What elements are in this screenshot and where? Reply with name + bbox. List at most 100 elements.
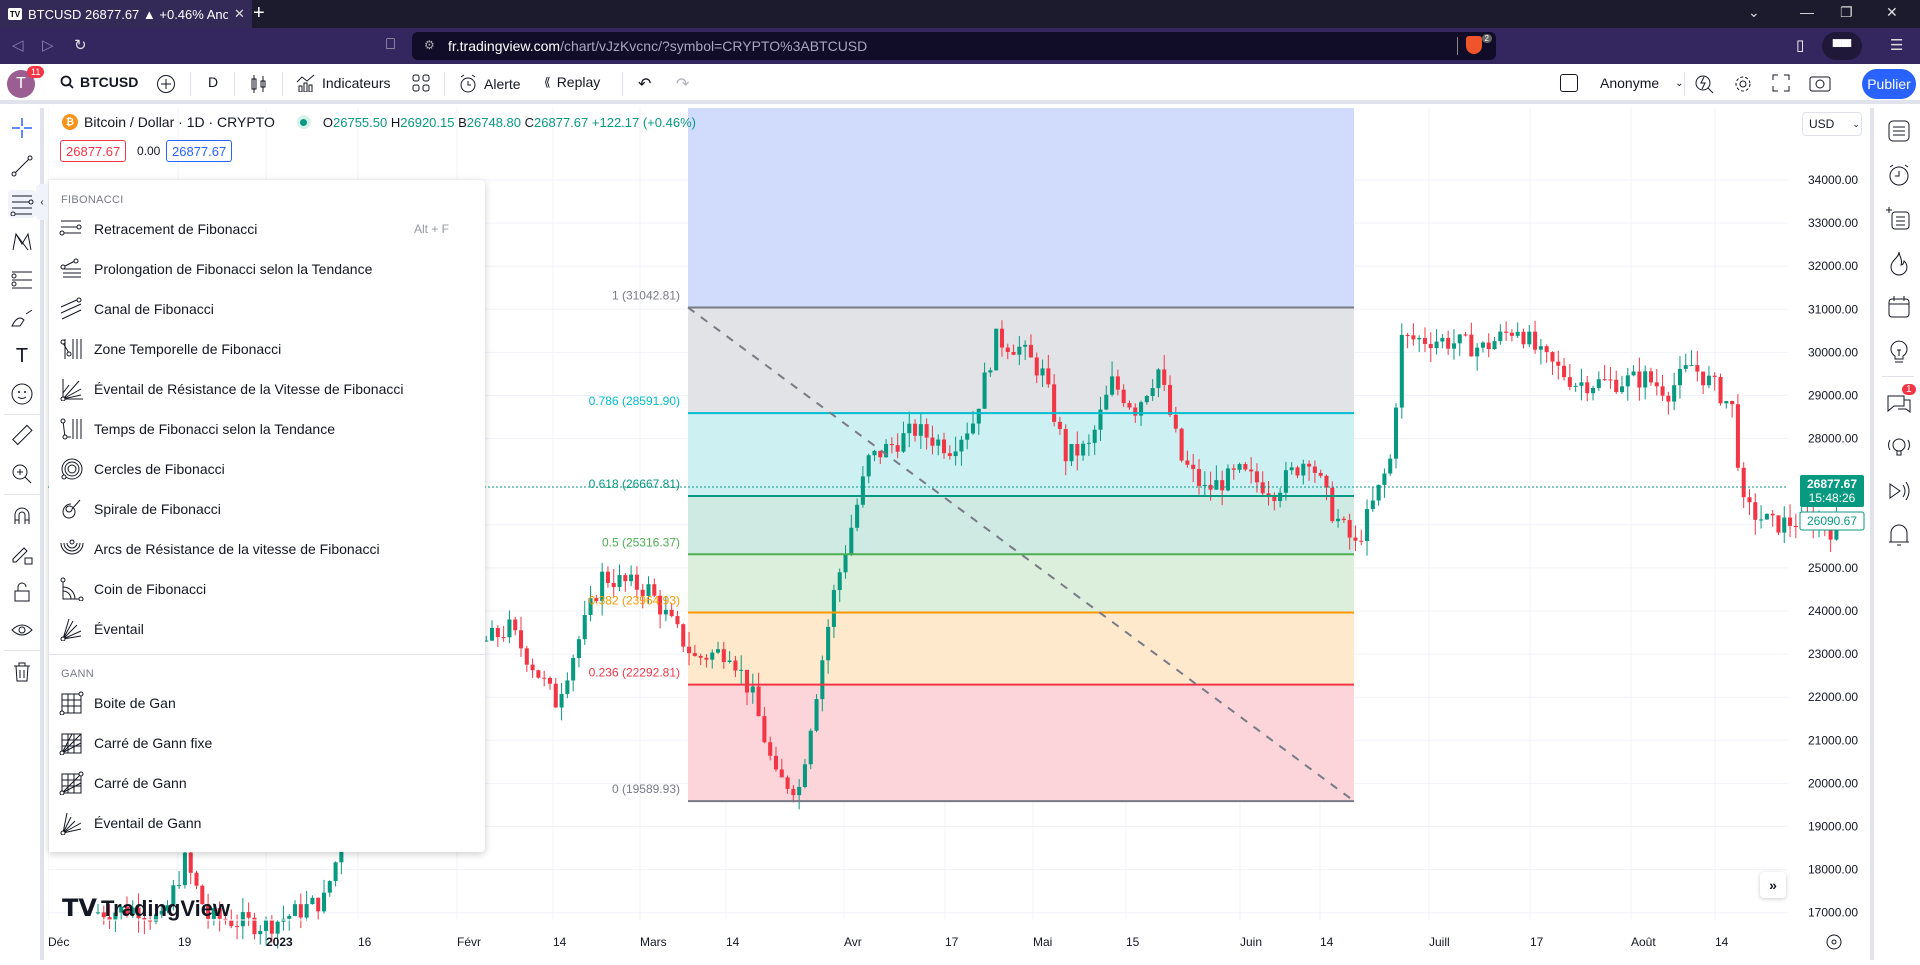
hide-drawings-tool[interactable] xyxy=(8,616,36,644)
menu-item-fib-speed-fan[interactable]: Éventail de Résistance de la Vitesse de … xyxy=(49,370,485,408)
lock-all-tool[interactable] xyxy=(8,578,36,606)
undo-button[interactable]: ↶ xyxy=(638,74,651,94)
xabcd-pattern-icon xyxy=(12,232,32,251)
menu-item-fib-spiral[interactable]: Spirale de Fibonacci xyxy=(49,490,485,528)
close-window-button[interactable]: ✕ xyxy=(1886,4,1898,20)
toolbar-divider xyxy=(4,414,40,415)
measure-tool[interactable] xyxy=(8,422,36,450)
fullscreen-button[interactable] xyxy=(1772,74,1790,92)
menu-item-gann-box[interactable]: Boite de Gan xyxy=(49,684,485,722)
prediction-tool[interactable] xyxy=(8,266,36,294)
bookmark-icon[interactable]: ⎕ xyxy=(386,36,396,53)
minimize-button[interactable]: — xyxy=(1800,4,1814,20)
publish-button[interactable]: Publier xyxy=(1862,69,1916,99)
compare-symbol-button[interactable] xyxy=(156,74,176,94)
ideas-button[interactable] xyxy=(1884,336,1914,366)
menu-item-label: Retracement de Fibonacci xyxy=(94,221,258,237)
fibonacci-tool[interactable] xyxy=(8,190,36,218)
replay-button[interactable]: ⟪ Replay xyxy=(544,74,600,90)
fib-channel-icon xyxy=(59,297,85,321)
text-tool[interactable]: T xyxy=(8,342,36,370)
new-tab-button[interactable]: + xyxy=(253,2,265,24)
tab-search-icon[interactable]: ⌄ xyxy=(1748,4,1760,20)
forward-icon[interactable]: ▷ xyxy=(42,37,54,54)
menu-item-gann-square[interactable]: Carré de Gann xyxy=(49,764,485,802)
menu-item-label: Cercles de Fibonacci xyxy=(94,461,225,477)
menu-item-fib-trend-extension[interactable]: Prolongation de Fibonacci selon la Tenda… xyxy=(49,250,485,288)
sidebar-toggle-icon[interactable]: ▯ xyxy=(1796,37,1805,54)
menu-item-gann-fan[interactable]: Éventail de Gann xyxy=(49,804,485,842)
menu-item-fib-circles[interactable]: Cercles de Fibonacci xyxy=(49,450,485,488)
currency-label: USD xyxy=(1809,117,1835,131)
svg-text:Août: Août xyxy=(1631,935,1656,949)
address-bar[interactable]: ⚙ fr.tradingview.com/chart/vJzKvcnc/?sym… xyxy=(412,32,1496,60)
trend-line-tool[interactable] xyxy=(8,152,36,180)
svg-text:17: 17 xyxy=(1530,935,1544,949)
screenshot-button[interactable] xyxy=(1809,74,1831,92)
zoom-tool[interactable] xyxy=(8,460,36,488)
chats-button[interactable]: 1 xyxy=(1884,384,1916,418)
menu-item-fib-wedge[interactable]: Coin de Fibonacci xyxy=(49,570,485,608)
svg-text:20000.00: 20000.00 xyxy=(1808,776,1858,790)
streams-button[interactable] xyxy=(1884,432,1914,462)
brave-shields-icon[interactable] xyxy=(1466,36,1482,54)
interval-button[interactable]: D xyxy=(208,74,218,90)
text-icon: T xyxy=(15,344,29,367)
live-button[interactable] xyxy=(1884,476,1914,506)
chart-top-toolbar: T 11 BTCUSD D Indicateurs Alerte ⟪ Repla… xyxy=(0,64,1920,104)
currency-selector[interactable]: USD ⌄ xyxy=(1802,112,1862,136)
svg-text:19000.00: 19000.00 xyxy=(1808,820,1858,834)
menu-item-fib-trend-time[interactable]: Temps de Fibonacci selon la Tendance xyxy=(49,410,485,448)
chart-type-button[interactable] xyxy=(250,74,268,94)
calendar-button[interactable] xyxy=(1884,292,1914,322)
sell-price-button[interactable]: 26877.67 xyxy=(60,140,127,162)
menu-item-fib-time-zone[interactable]: Zone Temporelle de Fibonacci xyxy=(49,330,485,368)
restore-button[interactable]: ❐ xyxy=(1840,4,1853,20)
brush-tool[interactable] xyxy=(8,304,36,332)
magnet-icon xyxy=(14,507,30,524)
scroll-to-realtime-button[interactable]: » xyxy=(1760,872,1786,898)
fib-wedge-icon xyxy=(59,577,85,601)
toolbar-divider xyxy=(444,72,445,96)
settings-button[interactable] xyxy=(1733,74,1753,94)
menu-item-label: Temps de Fibonacci selon la Tendance xyxy=(94,421,336,437)
hotlists-button[interactable] xyxy=(1884,248,1914,278)
lock-drawings-tool[interactable] xyxy=(8,540,36,568)
icon-tool[interactable] xyxy=(8,380,36,408)
browser-tab[interactable]: TV BTCUSD 26877.67 ▲ +0.46% Anonyme ✕ xyxy=(0,0,252,28)
gann-square-icon xyxy=(59,771,85,795)
layout-selector[interactable]: Anonyme ⌄ xyxy=(1560,74,1684,92)
menu-item-gann-square-fixed[interactable]: Carré de Gann fixe xyxy=(49,724,485,762)
buy-price-button[interactable]: 26877.67 xyxy=(166,140,233,162)
browser-nav-bar: ◁ ▷ ↻ ⎕ ⚙ fr.tradingview.com/chart/vJzKv… xyxy=(0,28,1920,64)
watchlist-button[interactable] xyxy=(1884,116,1914,146)
symbol-search-button[interactable]: BTCUSD xyxy=(60,74,138,90)
crosshair-tool[interactable] xyxy=(8,114,36,142)
toolbar-divider xyxy=(1684,72,1685,96)
patterns-tool[interactable] xyxy=(8,228,36,256)
tab-close-icon[interactable]: ✕ xyxy=(234,6,245,21)
redo-button[interactable]: ↷ xyxy=(676,74,689,94)
alerts-button[interactable] xyxy=(1884,160,1914,190)
magnet-tool[interactable] xyxy=(8,502,36,530)
data-window-button[interactable] xyxy=(1884,204,1914,234)
private-window-icon[interactable]: ▀▀ xyxy=(1822,32,1862,60)
site-settings-icon[interactable]: ⚙ xyxy=(424,38,435,52)
indicators-button[interactable]: Indicateurs xyxy=(296,74,390,92)
menu-item-fib-speed-arcs[interactable]: Arcs de Résistance de la vitesse de Fibo… xyxy=(49,530,485,568)
quick-search-button[interactable] xyxy=(1694,74,1714,94)
remove-drawings-tool[interactable] xyxy=(8,658,36,686)
reload-icon[interactable]: ↻ xyxy=(74,37,87,54)
collapse-submenu-icon[interactable]: ‹ xyxy=(36,184,48,220)
notifications-button[interactable] xyxy=(1884,520,1914,550)
forecast-icon xyxy=(11,271,32,289)
layouts-button[interactable] xyxy=(412,74,430,92)
menu-item-fib-retracement[interactable]: Retracement de Fibonacci Alt + F xyxy=(49,210,485,248)
menu-item-pitchfan[interactable]: Éventail xyxy=(49,610,485,648)
symbol-title[interactable]: Bitcoin / Dollar · 1D · CRYPTO xyxy=(84,114,275,130)
menu-icon[interactable]: ☰ xyxy=(1890,37,1904,54)
back-icon[interactable]: ◁ xyxy=(12,37,24,54)
svg-text:26090.67: 26090.67 xyxy=(1807,514,1857,528)
menu-item-fib-channel[interactable]: Canal de Fibonacci xyxy=(49,290,485,328)
alert-button[interactable]: Alerte xyxy=(458,74,521,94)
